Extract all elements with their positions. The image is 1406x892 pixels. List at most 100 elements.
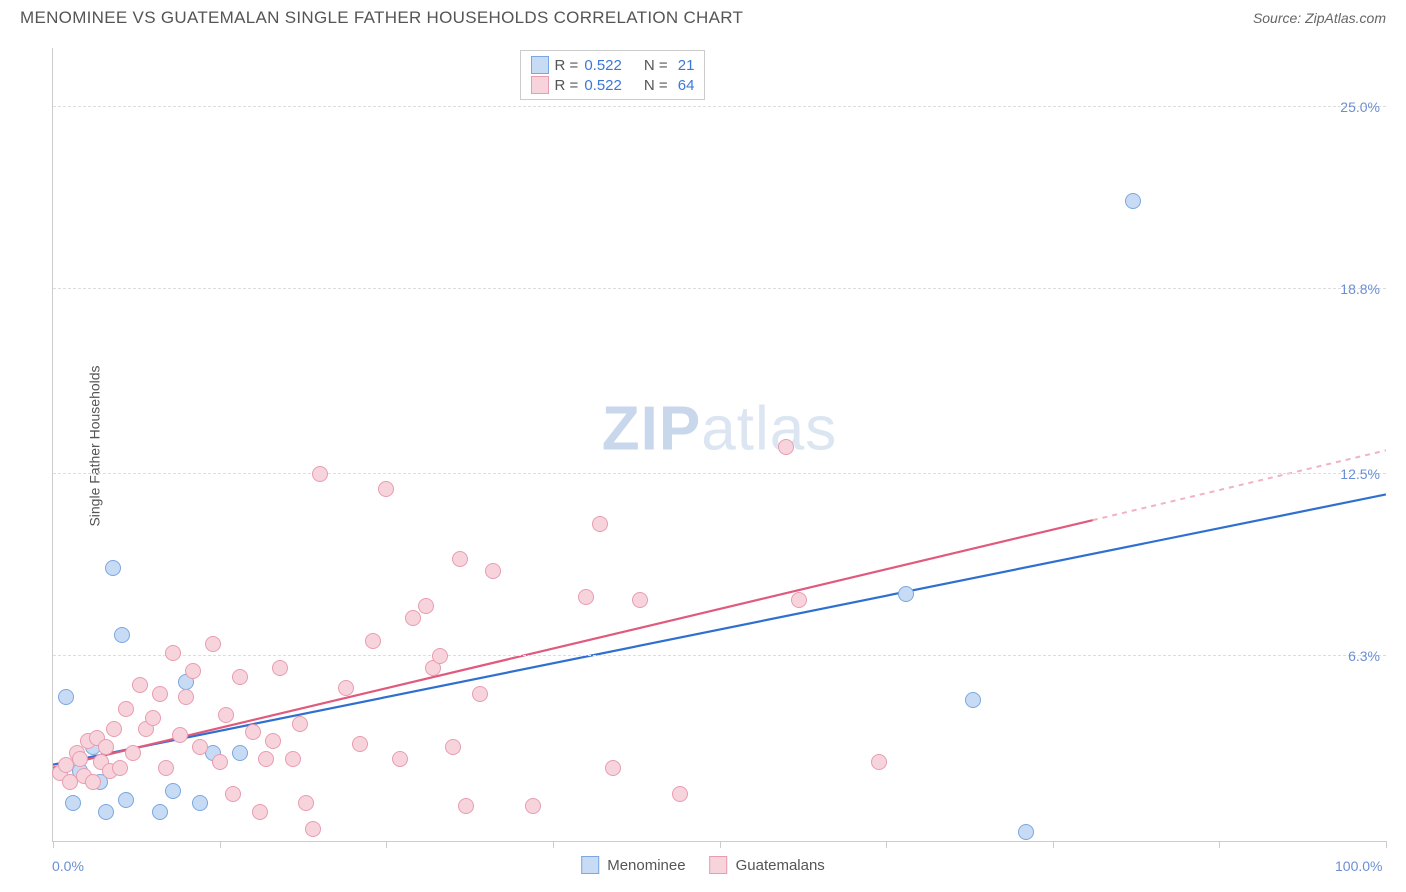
legend-item: Menominee [581,856,685,874]
data-point [312,466,328,482]
x-tick [1053,841,1054,848]
data-point [285,751,301,767]
data-point [432,648,448,664]
data-point [192,795,208,811]
data-point [58,689,74,705]
data-point [118,792,134,808]
data-point [472,686,488,702]
chart-header: MENOMINEE VS GUATEMALAN SINGLE FATHER HO… [0,0,1406,32]
data-point [178,689,194,705]
legend-swatch [581,856,599,874]
data-point [258,751,274,767]
n-label: N = [644,57,668,74]
chart-source: Source: ZipAtlas.com [1253,10,1386,26]
r-label: R = [555,57,579,74]
data-point [458,798,474,814]
legend-swatch [531,76,549,94]
gridline [53,106,1386,107]
data-point [605,760,621,776]
n-value: 64 [674,77,695,94]
data-point [525,798,541,814]
data-point [298,795,314,811]
data-point [105,560,121,576]
data-point [365,633,381,649]
data-point [185,663,201,679]
r-value: 0.522 [584,57,622,74]
legend-stats-row: R =0.522N = 64 [531,75,695,95]
data-point [106,721,122,737]
data-point [1125,193,1141,209]
data-point [305,821,321,837]
data-point [292,716,308,732]
data-point [132,677,148,693]
data-point [871,754,887,770]
data-point [172,727,188,743]
gridline [53,473,1386,474]
y-tick-label: 25.0% [1340,99,1380,115]
x-tick [1219,841,1220,848]
data-point [158,760,174,776]
legend-item: Guatemalans [710,856,825,874]
data-point [232,669,248,685]
data-point [578,589,594,605]
legend-stats-row: R = 0.522 N = 21 [531,55,695,75]
data-point [245,724,261,740]
y-tick-label: 6.3% [1348,648,1380,664]
r-label: R = [555,77,579,94]
x-tick [53,841,54,848]
data-point [965,692,981,708]
legend-label: Menominee [607,857,685,874]
data-point [125,745,141,761]
data-point [145,710,161,726]
data-point [98,739,114,755]
data-point [152,686,168,702]
data-point [165,783,181,799]
legend-swatch [710,856,728,874]
legend-swatch [531,56,549,74]
data-point [452,551,468,567]
data-point [152,804,168,820]
x-tick [386,841,387,848]
watermark: ZIPatlas [602,393,837,464]
gridline [53,655,1386,656]
data-point [252,804,268,820]
data-point [338,680,354,696]
data-point [791,592,807,608]
trend-lines [53,48,1386,841]
data-point [1018,824,1034,840]
data-point [378,481,394,497]
data-point [98,804,114,820]
data-point [592,516,608,532]
data-point [225,786,241,802]
chart-title: MENOMINEE VS GUATEMALAN SINGLE FATHER HO… [20,8,743,28]
data-point [672,786,688,802]
data-point [445,739,461,755]
data-point [352,736,368,752]
y-tick-label: 12.5% [1340,466,1380,482]
x-tick [553,841,554,848]
data-point [392,751,408,767]
scatter-chart: ZIPatlas 6.3%12.5%18.8%25.0%R =0.522N = … [52,48,1386,842]
data-point [85,774,101,790]
data-point [898,586,914,602]
x-tick [220,841,221,848]
trend-line-dashed [1093,450,1386,520]
legend-stats: R = 0.522 N = 21R =0.522N = 64 [520,50,706,100]
x-tick [720,841,721,848]
n-value: 21 [674,57,695,74]
data-point [72,751,88,767]
data-point [405,610,421,626]
data-point [212,754,228,770]
x-tick [886,841,887,848]
data-point [114,627,130,643]
legend-label: Guatemalans [736,857,825,874]
data-point [165,645,181,661]
data-point [778,439,794,455]
n-label: N = [644,77,668,94]
data-point [632,592,648,608]
data-point [112,760,128,776]
data-point [485,563,501,579]
data-point [218,707,234,723]
data-point [418,598,434,614]
data-point [118,701,134,717]
